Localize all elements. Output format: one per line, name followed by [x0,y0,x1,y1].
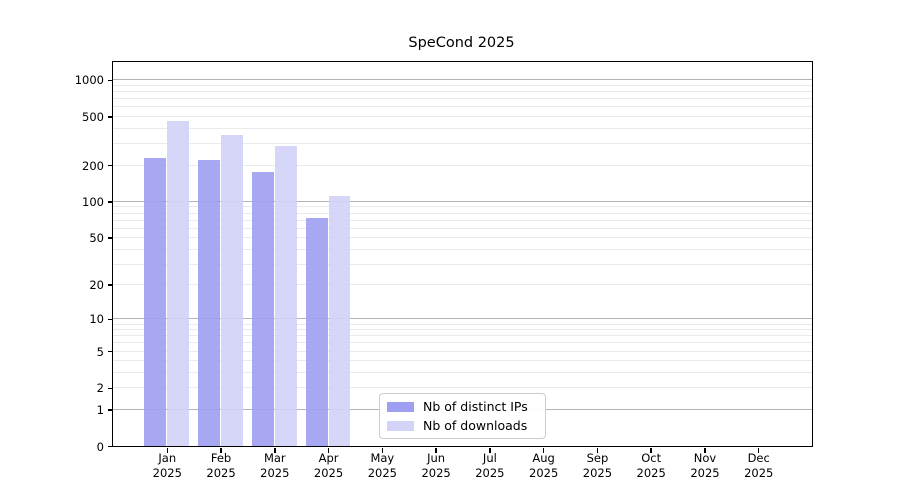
y-tick-mark-50 [108,237,113,239]
legend: Nb of distinct IPs Nb of downloads [379,393,546,439]
x-tick-label-jun: Jun 2025 [421,451,451,480]
y-tick-mark-100 [108,201,113,203]
y-tick-label-20: 20 [89,278,104,293]
y-tick-mark-20 [108,284,113,286]
x-tick-mark-feb [220,448,222,453]
x-tick-label-apr: Apr 2025 [313,451,344,480]
bar-nb-of-downloads-feb [221,135,243,446]
y-tick-label-100: 100 [82,194,104,209]
x-tick-mark-sep [596,448,599,453]
x-tick-label-may: May 2025 [367,451,397,480]
x-tick-mark-jul [489,448,491,453]
bar-nb-of-downloads-jan [167,121,190,446]
gridline-minor-3 [113,372,812,374]
gridline-minor-700 [113,98,812,100]
gridline-minor-300 [113,143,812,145]
legend-item-downloads: Nb of downloads [387,418,537,433]
y-tick-label-1: 1 [96,402,104,417]
bar-nb-of-downloads-mar [274,145,297,446]
x-tick-mark-may [381,448,384,453]
bar-nb-of-distinct-ips-jan [144,158,167,446]
gridline-minor-800 [113,91,812,93]
bar-nb-of-distinct-ips-feb [198,160,221,446]
x-tick-label-dec: Dec 2025 [744,451,774,480]
y-tick-mark-1 [108,409,113,411]
x-tick-label-feb: Feb 2025 [206,451,236,480]
y-tick-label-200: 200 [82,158,104,173]
y-tick-mark-0 [108,445,113,448]
x-tick-label-jan: Jan 2025 [152,451,182,480]
legend-item-distinct-ips: Nb of distinct IPs [387,399,537,414]
y-tick-label-2: 2 [96,381,104,396]
gridline-minor-7 [113,335,812,337]
chart-title: SpeCond 2025 [408,35,515,51]
gridline-minor-30 [113,263,812,265]
x-tick-mark-apr [327,448,330,453]
x-tick-label-mar: Mar 2025 [260,451,290,480]
y-tick-label-10: 10 [89,312,104,327]
x-tick-label-jul: Jul 2025 [475,451,505,480]
gridline-minor-600 [113,106,812,108]
gridline-minor-20 [113,284,812,286]
gridline-minor-2 [113,387,812,389]
gridline-minor-200 [113,164,812,166]
y-tick-label-500: 500 [82,110,104,125]
y-tick-mark-2 [108,387,113,390]
legend-swatch-downloads-icon [387,420,414,431]
legend-label-downloads: Nb of downloads [423,418,528,433]
gridline-minor-80 [113,212,812,214]
gridline-minor-400 [113,127,812,129]
gridline-minor-90 [113,206,812,208]
x-tick-label-sep: Sep 2025 [582,451,613,480]
x-tick-mark-jun [435,448,437,453]
gridline-minor-900 [113,85,812,87]
gridline-minor-9 [113,323,812,325]
legend-label-distinct-ips: Nb of distinct IPs [423,399,528,414]
x-tick-mark-jan [166,448,169,453]
y-tick-mark-5 [108,350,113,353]
gridline-minor-6 [113,342,812,344]
bar-nb-of-distinct-ips-mar [252,172,274,446]
y-tick-mark-10 [108,318,113,321]
legend-swatch-distinct-ips-icon [387,401,414,412]
gridline-minor-60 [113,227,812,229]
bar-nb-of-downloads-apr [328,195,351,446]
x-tick-mark-oct [650,448,652,453]
gridline-minor-40 [113,248,812,250]
gridline-minor-5 [113,350,812,352]
y-tick-mark-200 [108,164,113,167]
x-tick-mark-nov [704,448,706,453]
gridline-minor-4 [113,360,812,362]
y-tick-mark-500 [108,116,113,118]
x-tick-label-nov: Nov 2025 [690,451,720,480]
x-tick-mark-dec [757,448,760,453]
gridline-major-100 [113,200,812,202]
bar-nb-of-distinct-ips-apr [305,217,328,446]
gridline-minor-50 [113,237,812,239]
x-tick-mark-aug [542,448,545,453]
x-tick-label-aug: Aug 2025 [529,451,559,480]
plot-area [112,61,813,447]
y-tick-label-5: 5 [96,344,104,359]
y-tick-label-0: 0 [96,439,104,454]
gridline-major-1000 [113,79,812,81]
y-tick-mark-1000 [108,79,113,82]
x-tick-mark-mar [274,448,276,453]
gridline-minor-500 [113,116,812,118]
y-tick-label-1000: 1000 [74,73,104,88]
gridline-minor-70 [113,219,812,221]
x-tick-label-oct: Oct 2025 [636,451,666,480]
gridline-major-10 [113,318,812,320]
gridline-minor-8 [113,329,812,331]
y-tick-label-50: 50 [89,231,104,246]
